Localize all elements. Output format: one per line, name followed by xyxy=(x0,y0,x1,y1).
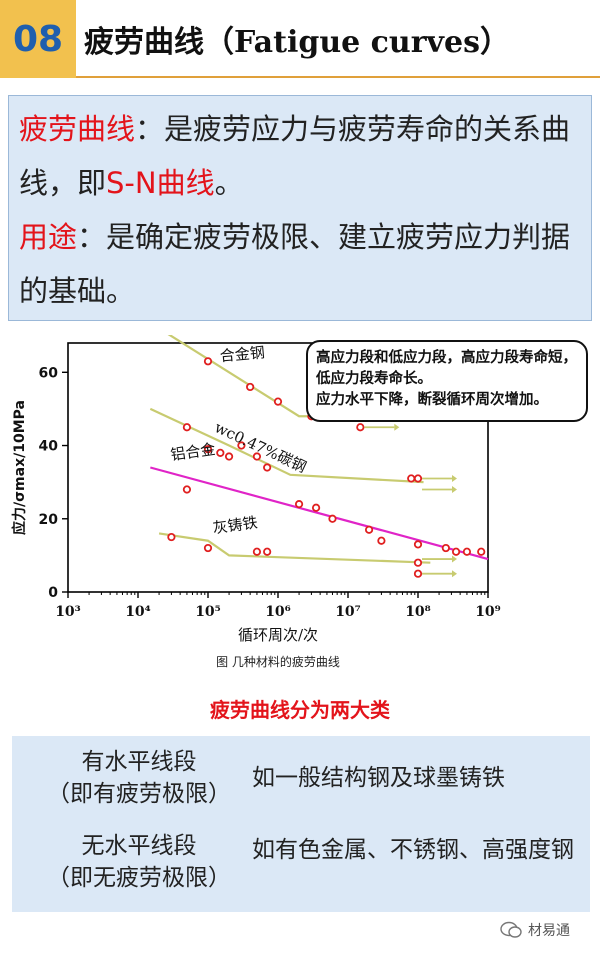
data-point xyxy=(182,485,192,494)
data-point xyxy=(216,448,225,457)
data-point xyxy=(451,547,461,556)
data-point xyxy=(328,514,337,523)
data-point xyxy=(273,397,283,406)
definition-box: 疲劳曲线：是疲劳应力与疲劳寿命的关系曲线，即S-N曲线。 用途：是确定疲劳极限、… xyxy=(8,95,592,321)
term-fatigue-curve: 疲劳曲线 xyxy=(19,112,136,146)
series-line xyxy=(150,466,489,561)
callout-line-2: 应力水平下降，断裂循环周次增加。 xyxy=(316,392,548,408)
fatigue-chart: 10³ 10⁴ 10⁵ 10⁶ 10⁷ 10⁸ 10⁹ 0 20 40 60 循环周次/次 应力/σma… xyxy=(0,327,600,680)
series-label: 合金钢 xyxy=(219,343,265,365)
term-usage: 用途 xyxy=(19,220,78,254)
y-tick-label: 0 xyxy=(48,585,58,601)
x-tick-label: 10³ xyxy=(55,604,81,620)
runout-arrowhead xyxy=(452,555,457,563)
term-sn-curve: S-N曲线 xyxy=(106,166,215,200)
row1-example: 如一般结构钢及球墨铸铁 xyxy=(252,765,505,791)
header-rule xyxy=(76,76,600,78)
runout-arrowhead xyxy=(394,423,400,431)
data-point xyxy=(203,543,213,553)
row2-example: 如有色金属、不锈钢、高强度钢 xyxy=(252,837,574,863)
definition-paragraph-1: 疲劳曲线：是疲劳应力与疲劳寿命的关系曲线，即S-N曲线。 xyxy=(19,102,581,210)
data-point xyxy=(413,540,423,549)
data-point xyxy=(413,569,423,578)
runout-arrowhead xyxy=(452,570,457,578)
footer-brand-name: 材易通 xyxy=(528,923,570,939)
data-point xyxy=(203,445,213,454)
x-axis-label: 循环周次/次 xyxy=(238,626,318,644)
data-point xyxy=(311,503,321,512)
data-point xyxy=(182,423,192,432)
x-tick-label: 10⁸ xyxy=(405,604,431,620)
y-axis-label: 应力/σmax/10MPa xyxy=(11,400,28,535)
footer-brand: 材易通 xyxy=(500,920,570,940)
callout-line-1: 高应力段和低应力段，高应力段寿命短，低应力段寿命长。 xyxy=(316,350,577,387)
data-point xyxy=(377,536,386,545)
x-tick-label: 10⁹ xyxy=(475,604,501,620)
data-point xyxy=(441,543,450,553)
runout-arrowhead xyxy=(452,474,457,482)
row1-type: 有水平线段 xyxy=(81,749,197,775)
section-number: 08 xyxy=(0,0,76,78)
data-point xyxy=(477,547,486,556)
data-point xyxy=(413,558,423,567)
definition-text-1: ：是疲劳应力与疲劳寿命的关系曲线，即 xyxy=(19,112,571,200)
data-point xyxy=(413,474,423,483)
data-point xyxy=(407,474,416,483)
row2-type: 无水平线段 xyxy=(81,833,197,859)
section-title: 疲劳曲线（Fatigue curves） xyxy=(84,25,510,60)
chart-callout: 高应力段和低应力段，高应力段寿命短，低应力段寿命长。 应力水平下降，断裂循环周次… xyxy=(306,340,588,422)
data-point xyxy=(356,423,365,432)
y-tick-label: 60 xyxy=(39,365,59,381)
data-point xyxy=(237,441,246,450)
data-point xyxy=(294,500,304,509)
data-point xyxy=(462,547,472,556)
classification-subtitle: 疲劳曲线分为两大类 xyxy=(210,698,390,722)
data-point xyxy=(252,547,262,556)
data-point xyxy=(203,357,213,366)
data-point xyxy=(224,452,234,461)
row2-note: （即无疲劳极限） xyxy=(47,865,231,891)
data-point xyxy=(263,547,272,556)
chart-caption: 图 几种材料的疲劳曲线 xyxy=(216,654,340,669)
row1-note: （即有疲劳极限） xyxy=(47,781,231,807)
wechat-icon xyxy=(500,921,522,938)
definition-text-2: ：是确定疲劳极限、建立疲劳应力判据的基础。 xyxy=(19,220,571,308)
classification-table: 有水平线段 （即有疲劳极限） 如一般结构钢及球墨铸铁 无水平线段 （即无疲劳极限… xyxy=(12,736,590,912)
x-tick-label: 10⁷ xyxy=(335,604,361,620)
series-line xyxy=(158,532,431,564)
x-tick-label: 10⁵ xyxy=(195,604,221,620)
runout-arrowhead xyxy=(452,485,457,493)
y-tick-label: 20 xyxy=(39,512,59,528)
data-point xyxy=(263,463,272,472)
definition-text-1-end: 。 xyxy=(214,166,244,200)
y-tick-label: 40 xyxy=(39,439,59,455)
x-tick-label: 10⁴ xyxy=(125,604,151,620)
data-point xyxy=(252,452,262,461)
definition-paragraph-2: 用途：是确定疲劳极限、建立疲劳应力判据的基础。 xyxy=(19,210,581,318)
data-point xyxy=(167,532,176,542)
section-header: 08 疲劳曲线（Fatigue curves） xyxy=(0,0,600,78)
data-point xyxy=(246,382,255,392)
data-point xyxy=(364,525,374,534)
fatigue-chart-svg: 10³ 10⁴ 10⁵ 10⁶ 10⁷ 10⁸ 10⁹ 0 20 40 60 循环周次/次 应力/σma… xyxy=(11,327,501,669)
x-tick-label: 10⁶ xyxy=(265,604,291,620)
